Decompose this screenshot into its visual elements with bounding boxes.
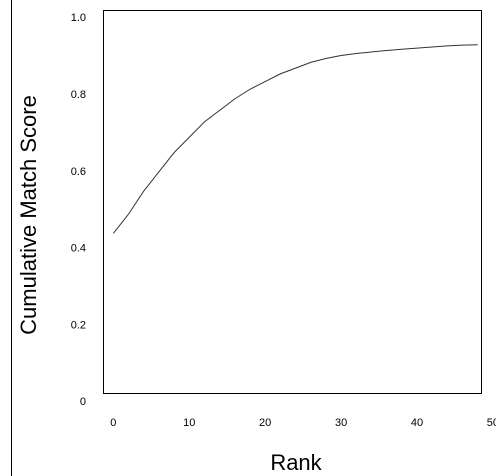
x-tick-label: 30 [335,417,347,429]
y-tick-label: 0.4 [71,243,86,255]
x-tick-label: 40 [411,417,423,429]
x-tick-label: 50 [487,417,496,429]
y-tick-label: 1.0 [71,12,86,24]
x-tick-label: 20 [259,417,271,429]
y-axis-title: Cumulative Match Score [16,95,41,335]
y-tick-label: 0.2 [71,319,86,331]
y-tick-label: 0.6 [71,166,86,178]
plot-frame [103,10,482,394]
x-axis-title: Rank [270,450,322,475]
y-tick-label: 0 [80,396,86,408]
x-tick-label: 10 [183,417,195,429]
y-tick-label: 0.8 [71,89,86,101]
x-tick-label: 0 [110,417,116,429]
series-line [112,44,478,234]
